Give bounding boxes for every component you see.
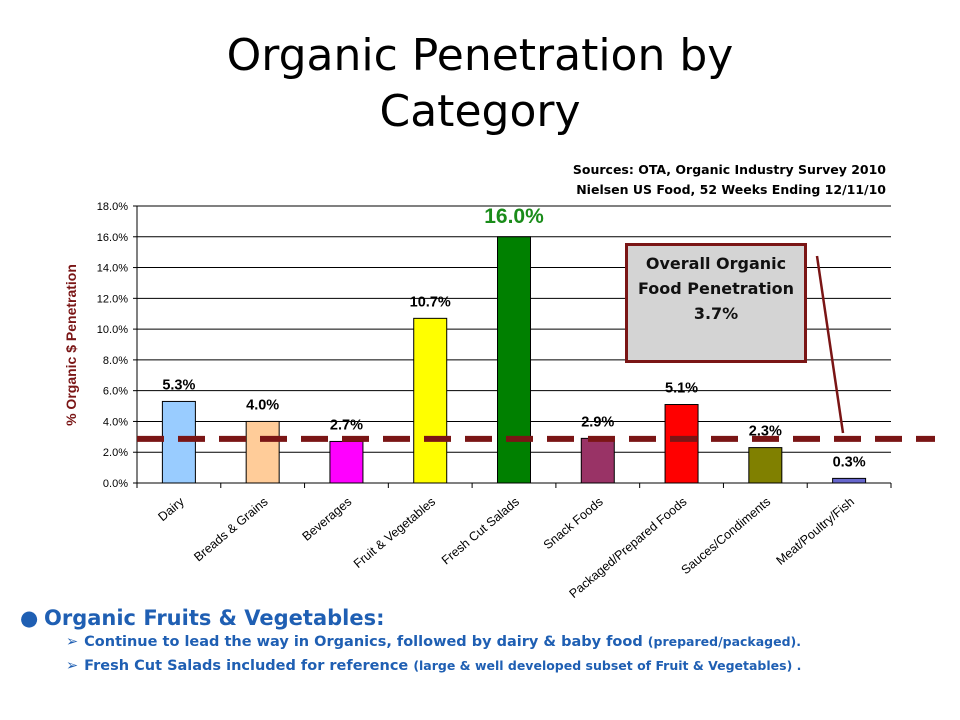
callout-value: 3.7% xyxy=(693,304,739,323)
callout-line-2: Food Penetration xyxy=(638,279,794,298)
y-tick-label: 4.0% xyxy=(103,416,128,428)
callout-line-1: Overall Organic xyxy=(645,254,787,273)
x-category-label: Dairy xyxy=(155,494,187,524)
bar xyxy=(832,477,867,484)
y-tick-label: 18.0% xyxy=(97,201,128,213)
bar xyxy=(664,404,699,484)
x-category-label: Meat/Poultry/Fish xyxy=(774,495,858,568)
data-label: 16.0% xyxy=(484,205,544,228)
y-tick-label: 16.0% xyxy=(97,232,128,244)
data-label: 10.7% xyxy=(410,294,451,310)
x-category-label: Fruit & Vegetables xyxy=(351,495,438,571)
y-tick-label: 14.0% xyxy=(97,263,128,275)
data-label: 2.3% xyxy=(749,424,782,440)
x-category-label: Breads & Grains xyxy=(191,495,270,565)
data-label: 4.0% xyxy=(246,397,279,413)
arrow-bullet-icon: ➢ xyxy=(66,634,79,650)
y-tick-label: 2.0% xyxy=(103,447,128,459)
bullet-main-text: Organic Fruits & Vegetables: xyxy=(44,606,385,630)
y-tick-label: 10.0% xyxy=(97,324,128,336)
x-category-label: Sauces/Condiments xyxy=(679,495,774,578)
bar xyxy=(329,440,364,484)
data-label: 2.7% xyxy=(330,417,363,433)
arrow-bullet-icon: ➢ xyxy=(66,658,79,674)
bar xyxy=(580,437,615,484)
callout-pointer xyxy=(815,255,845,434)
bar xyxy=(748,447,783,484)
y-tick-label: 12.0% xyxy=(97,293,128,305)
x-category-label: Snack Foods xyxy=(541,495,606,553)
bullet-sub-1-text: Continue to lead the way in Organics, fo… xyxy=(84,634,648,650)
data-label: 2.9% xyxy=(581,414,614,430)
bullet-sub-1-note: (prepared/packaged). xyxy=(647,634,802,649)
bullet-list: ● Organic Fruits & Vegetables: ➢ Continue … xyxy=(20,606,950,678)
title-line-2: Category xyxy=(379,86,581,137)
sources-line-2: Nielsen US Food, 52 Weeks Ending 12/11/1… xyxy=(576,182,886,197)
x-category-label: Fresh Cut Salads xyxy=(439,495,522,568)
bar xyxy=(413,317,448,484)
title-line-1: Organic Penetration by xyxy=(226,30,734,81)
x-category-label: Beverages xyxy=(300,495,355,544)
slide-title: Organic Penetration by Category xyxy=(0,28,960,140)
data-label: 5.1% xyxy=(665,381,698,397)
sources-note: Sources: OTA, Organic Industry Survey 20… xyxy=(573,160,886,200)
overall-penetration-callout: Overall Organic Food Penetration 3.7% xyxy=(625,243,807,363)
sources-line-1: Sources: OTA, Organic Industry Survey 20… xyxy=(572,162,886,177)
y-axis-title: % Organic $ Penetration xyxy=(63,264,79,426)
data-label: 0.3% xyxy=(833,454,866,470)
bar xyxy=(245,420,280,484)
bullet-sub-2-text: Fresh Cut Salads included for reference xyxy=(84,658,414,674)
bullet-sub-1: ➢ Continue to lead the way in Organics, f… xyxy=(66,630,950,654)
bar xyxy=(161,400,196,484)
bullet-dot-icon: ● xyxy=(20,606,39,630)
data-label: 5.3% xyxy=(162,377,195,393)
bullet-sub-2-note: (large & well developed subset of Fruit … xyxy=(413,658,802,673)
bullet-sub-2: ➢ Fresh Cut Salads included for reference… xyxy=(66,654,950,678)
y-tick-label: 6.0% xyxy=(103,386,128,398)
y-tick-label: 0.0% xyxy=(103,478,128,490)
bar xyxy=(497,236,531,484)
y-tick-label: 8.0% xyxy=(103,355,128,367)
bullet-main: ● Organic Fruits & Vegetables: xyxy=(20,606,950,630)
